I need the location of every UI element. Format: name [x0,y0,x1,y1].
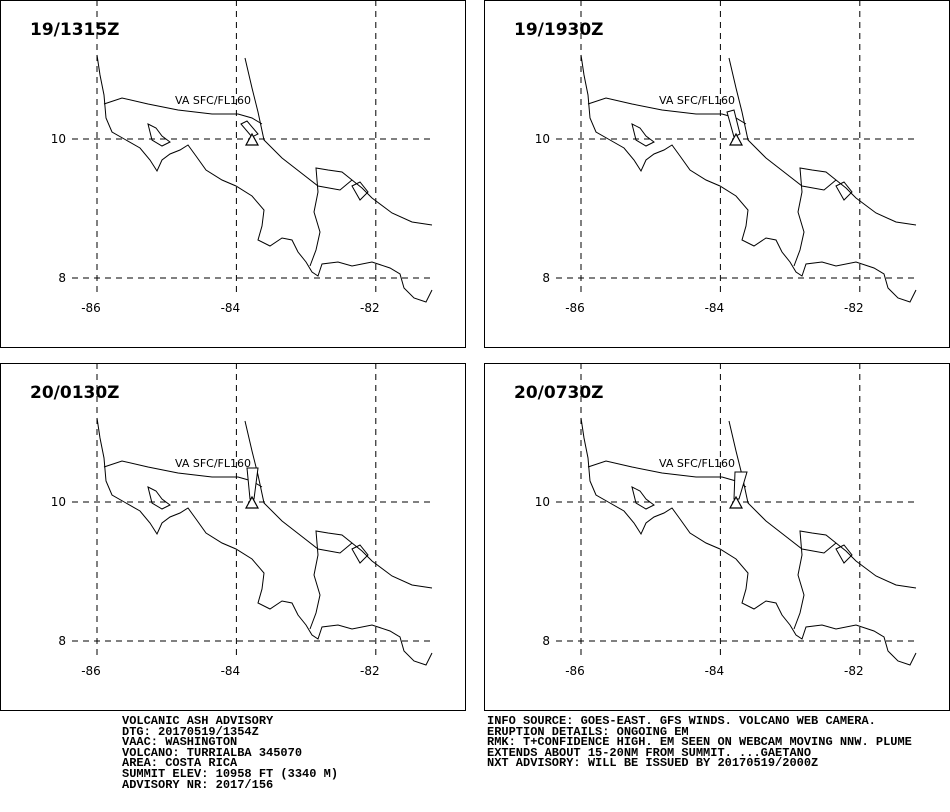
advisory-line: AREA: COSTA RICA [122,756,238,771]
advisory-left: VOLCANIC ASH ADVISORY DTG: 20170519/1354Z… [122,714,339,792]
advisory-right: INFO SOURCE: GOES-EAST. GFS WINDS. VOLCA… [487,714,912,771]
lon-tick-label: -86 [565,301,585,315]
lat-tick-label: 10 [535,495,550,509]
lon-tick-label: -86 [565,664,585,678]
map-panel: 20/0130Z VA SFC/FL160 -86 -84 -82 10 8 [0,363,466,711]
advisory-line: VOLCANIC ASH ADVISORY [122,714,274,728]
lon-tick-label: -84 [705,301,725,315]
grid [72,0,432,295]
ash-plume [733,471,748,500]
map-panel: 20/0730Z VA SFC/FL160 -86 -84 -82 10 8 [484,363,950,711]
lon-tick-label: -82 [360,301,380,315]
lon-tick-label: -82 [844,301,864,315]
lat-tick-label: 8 [542,271,550,285]
lon-tick-label: -84 [221,664,241,678]
advisory-line: EXTENDS ABOUT 15-20NM FROM SUMMIT. ...GA… [487,745,812,760]
advisory-line: VOLCANO: TURRIALBA 345070 [122,745,303,760]
lon-tick-label: -82 [360,664,380,678]
plume-label: VA SFC/FL160 [659,94,735,107]
valid-time: 19/1315Z [30,20,120,40]
ash-plume [726,109,741,138]
valid-time: 20/0730Z [514,383,604,403]
lon-tick-label: -86 [81,664,101,678]
plume-label: VA SFC/FL160 [175,457,251,470]
panel-border [0,0,466,348]
lon-tick-label: -86 [81,301,101,315]
lon-tick-label: -84 [221,301,241,315]
lon-tick-label: -82 [844,664,864,678]
lat-tick-label: 8 [542,634,550,648]
advisory-line: SUMMIT ELEV: 10958 FT (3340 M) [122,766,339,781]
advisory-line: ERUPTION DETAILS: ONGOING EM [487,724,689,739]
panel-border [0,363,466,711]
advisory-line: INFO SOURCE: GOES-EAST. GFS WINDS. VOLCA… [487,714,876,728]
valid-time: 20/0130Z [30,383,120,403]
grid [556,0,916,295]
panel-border [484,0,950,348]
advisory-line: ADVISORY NR: 2017/156 [122,777,274,792]
valid-time: 19/1930Z [514,20,604,40]
lon-tick-label: -84 [705,664,725,678]
advisory-line: DTG: 20170519/1354Z [122,724,259,739]
panel-border [484,363,950,711]
plume-label: VA SFC/FL160 [659,457,735,470]
ash-plume [240,120,259,138]
ash-plume [246,467,259,500]
advisory-line: NXT ADVISORY: WILL BE ISSUED BY 20170519… [487,756,819,771]
advisory-line: VAAC: WASHINGTON [122,735,238,750]
map-panel: 19/1315Z VA SFC/FL160 -86 -84 -82 10 8 [0,0,466,348]
plume-label: VA SFC/FL160 [175,94,251,107]
advisory-line: RMK: T+CONFIDENCE HIGH. EM SEEN ON WEBCA… [487,735,912,750]
lat-tick-label: 8 [58,271,66,285]
lat-tick-label: 10 [51,495,66,509]
map-panel: 19/1930Z VA SFC/FL160 -86 -84 -82 10 8 [484,0,950,348]
lat-tick-label: 10 [51,132,66,146]
lat-tick-label: 8 [58,634,66,648]
lat-tick-label: 10 [535,132,550,146]
